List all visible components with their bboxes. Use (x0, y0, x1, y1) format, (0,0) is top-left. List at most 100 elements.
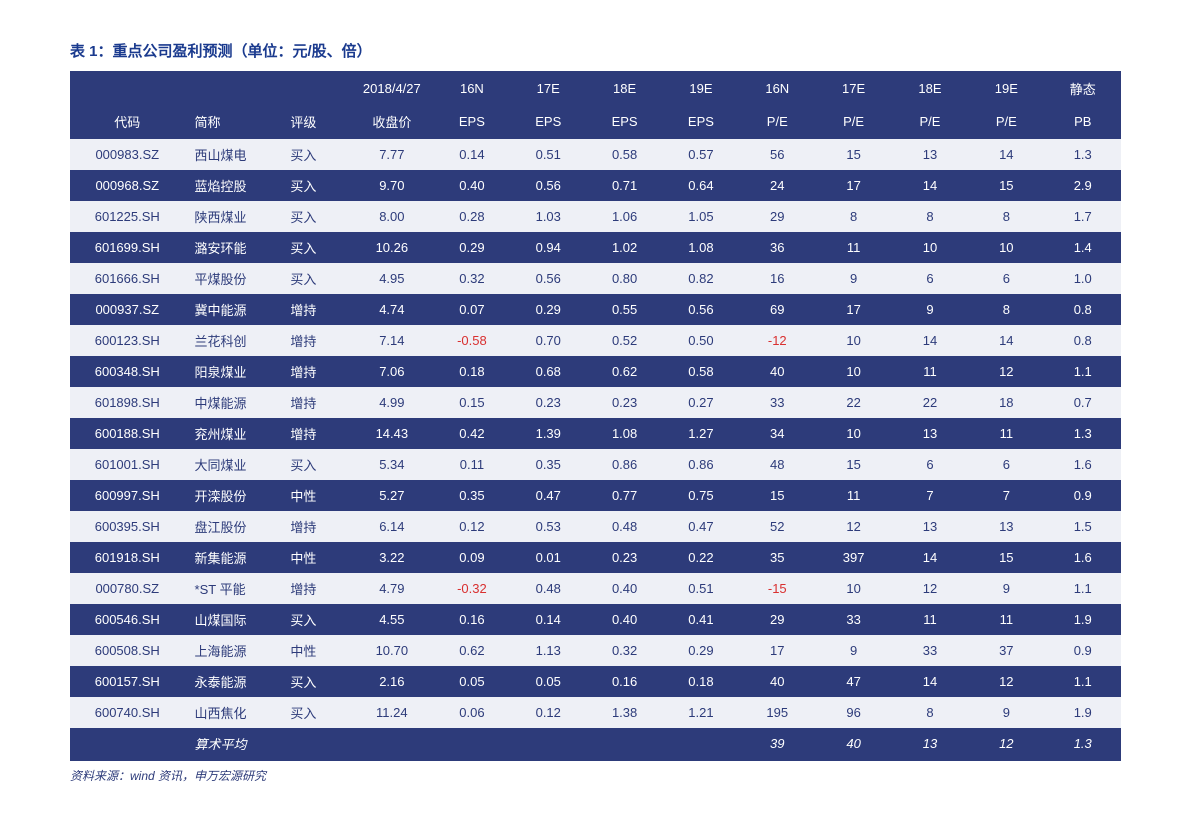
cell-eps18: 0.80 (586, 263, 662, 294)
cell-name: 西山煤电 (185, 138, 287, 170)
cell-pe17: 10 (815, 573, 891, 604)
cell-pe18: 12 (892, 573, 968, 604)
table-row: 600508.SH上海能源中性10.700.621.130.320.291793… (70, 635, 1121, 666)
cell-eps18: 0.16 (586, 666, 662, 697)
table-row: 600188.SH兖州煤业增持14.430.421.391.081.273410… (70, 418, 1121, 449)
cell-eps18: 1.08 (586, 418, 662, 449)
cell-eps16: 0.09 (434, 542, 510, 573)
cell-pe18: 14 (892, 325, 968, 356)
cell-eps18: 1.38 (586, 697, 662, 728)
cell-pe18: 8 (892, 201, 968, 232)
cell-pe16: 40 (739, 356, 815, 387)
cell-eps17: 0.56 (510, 170, 586, 201)
table-row: 000780.SZ*ST 平能增持4.79-0.320.480.400.51-1… (70, 573, 1121, 604)
cell-eps17: 0.12 (510, 697, 586, 728)
cell-eps19: 0.82 (663, 263, 739, 294)
cell-eps19: 0.57 (663, 138, 739, 170)
cell-eps18: 0.23 (586, 542, 662, 573)
avg-cell: 1.3 (1044, 728, 1121, 759)
h1-c11: 19E (968, 72, 1044, 105)
cell-eps17: 0.51 (510, 138, 586, 170)
cell-eps18: 0.55 (586, 294, 662, 325)
cell-close: 7.06 (350, 356, 434, 387)
cell-name: 兰花科创 (185, 325, 287, 356)
cell-eps16: 0.06 (434, 697, 510, 728)
table-row: 601001.SH大同煤业买入5.340.110.350.860.8648156… (70, 449, 1121, 480)
h2-c4: EPS (434, 105, 510, 138)
cell-eps16: -0.58 (434, 325, 510, 356)
cell-pb: 1.6 (1044, 449, 1121, 480)
cell-code: 600546.SH (70, 604, 185, 635)
h1-c9: 17E (815, 72, 891, 105)
cell-close: 5.34 (350, 449, 434, 480)
cell-code: 600188.SH (70, 418, 185, 449)
cell-eps17: 1.03 (510, 201, 586, 232)
table-row: 000968.SZ蓝焰控股买入9.700.400.560.710.6424171… (70, 170, 1121, 201)
cell-pe17: 10 (815, 418, 891, 449)
cell-pe19: 6 (968, 263, 1044, 294)
table-row: 600395.SH盘江股份增持6.140.120.530.480.4752121… (70, 511, 1121, 542)
cell-pe17: 12 (815, 511, 891, 542)
cell-eps16: 0.28 (434, 201, 510, 232)
avg-cell (70, 728, 185, 759)
cell-rating: 买入 (286, 201, 350, 232)
cell-pb: 0.8 (1044, 294, 1121, 325)
cell-pb: 1.7 (1044, 201, 1121, 232)
cell-eps19: 1.27 (663, 418, 739, 449)
h2-c5: EPS (510, 105, 586, 138)
h1-c4: 16N (434, 72, 510, 105)
h2-c6: EPS (586, 105, 662, 138)
cell-eps17: 0.35 (510, 449, 586, 480)
cell-pe19: 14 (968, 138, 1044, 170)
cell-pe16: 34 (739, 418, 815, 449)
h2-c3: 收盘价 (350, 105, 434, 138)
cell-close: 7.77 (350, 138, 434, 170)
h1-c3: 2018/4/27 (350, 72, 434, 105)
h2-c12: PB (1044, 105, 1121, 138)
cell-pb: 1.1 (1044, 666, 1121, 697)
cell-eps17: 0.47 (510, 480, 586, 511)
table-row: 600997.SH开滦股份中性5.270.350.470.770.7515117… (70, 480, 1121, 511)
cell-pe16: 69 (739, 294, 815, 325)
cell-eps18: 0.77 (586, 480, 662, 511)
cell-pb: 1.4 (1044, 232, 1121, 263)
cell-eps18: 0.40 (586, 604, 662, 635)
cell-code: 000968.SZ (70, 170, 185, 201)
cell-pe17: 33 (815, 604, 891, 635)
cell-eps16: 0.62 (434, 635, 510, 666)
cell-eps19: 1.05 (663, 201, 739, 232)
cell-code: 600348.SH (70, 356, 185, 387)
cell-pb: 1.1 (1044, 573, 1121, 604)
cell-eps19: 0.86 (663, 449, 739, 480)
cell-pe18: 11 (892, 604, 968, 635)
cell-pe19: 12 (968, 666, 1044, 697)
cell-rating: 买入 (286, 449, 350, 480)
cell-pe18: 14 (892, 666, 968, 697)
cell-pe19: 13 (968, 511, 1044, 542)
cell-pe16: -12 (739, 325, 815, 356)
cell-eps19: 0.22 (663, 542, 739, 573)
cell-pe16: 16 (739, 263, 815, 294)
cell-eps19: 0.27 (663, 387, 739, 418)
cell-eps17: 0.94 (510, 232, 586, 263)
cell-pe18: 14 (892, 170, 968, 201)
cell-pe19: 9 (968, 573, 1044, 604)
avg-cell (286, 728, 350, 759)
cell-eps19: 0.51 (663, 573, 739, 604)
avg-cell: 13 (892, 728, 968, 759)
cell-name: 上海能源 (185, 635, 287, 666)
cell-rating: 增持 (286, 387, 350, 418)
cell-rating: 买入 (286, 604, 350, 635)
cell-pe17: 10 (815, 356, 891, 387)
table-row-average: 算术平均394013121.3 (70, 728, 1121, 759)
h2-c7: EPS (663, 105, 739, 138)
cell-name: 新集能源 (185, 542, 287, 573)
cell-eps18: 1.06 (586, 201, 662, 232)
cell-eps17: 0.23 (510, 387, 586, 418)
cell-pe16: 15 (739, 480, 815, 511)
cell-name: 山煤国际 (185, 604, 287, 635)
cell-eps16: 0.29 (434, 232, 510, 263)
cell-name: 平煤股份 (185, 263, 287, 294)
cell-pe19: 15 (968, 170, 1044, 201)
cell-pb: 1.9 (1044, 604, 1121, 635)
